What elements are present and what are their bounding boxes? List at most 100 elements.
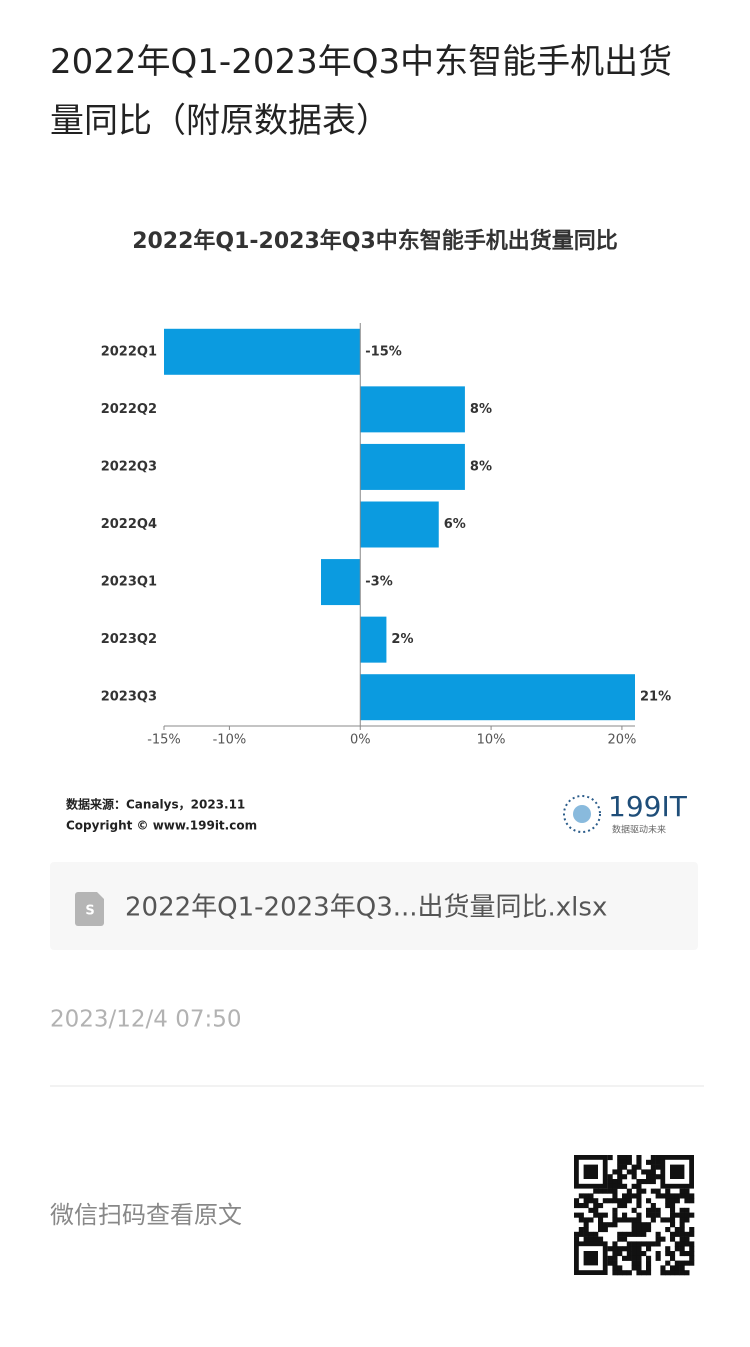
qr-module bbox=[593, 1231, 599, 1237]
qr-module bbox=[626, 1231, 632, 1237]
qr-module bbox=[674, 1193, 680, 1199]
qr-module bbox=[655, 1155, 661, 1161]
category-label: 2023Q3 bbox=[101, 690, 157, 705]
source: 数据来源：Canalys，2023.11 bbox=[66, 797, 245, 812]
qr-caption: 微信扫码查看原文 bbox=[50, 1201, 242, 1229]
qr-module bbox=[607, 1183, 613, 1189]
qr-module bbox=[689, 1255, 695, 1261]
qr-module bbox=[588, 1231, 594, 1237]
qr-module bbox=[641, 1270, 647, 1276]
qr-module bbox=[679, 1246, 685, 1252]
x-tick-label: 10% bbox=[477, 733, 506, 748]
qr-module bbox=[622, 1212, 628, 1218]
qr-module bbox=[655, 1174, 661, 1180]
qr-module bbox=[631, 1169, 637, 1175]
qr-module bbox=[617, 1217, 623, 1223]
qr-module bbox=[679, 1236, 685, 1242]
attachment-card[interactable] bbox=[50, 862, 698, 950]
bar bbox=[360, 501, 439, 548]
qr-module bbox=[622, 1231, 628, 1237]
qr-module bbox=[578, 1203, 584, 1209]
qr-module bbox=[689, 1193, 695, 1199]
qr-module bbox=[684, 1241, 690, 1247]
qr-module bbox=[674, 1212, 680, 1218]
x-tick-label: -10% bbox=[213, 733, 247, 748]
qr-module bbox=[578, 1212, 584, 1218]
qr-module bbox=[650, 1159, 656, 1165]
qr-module bbox=[583, 1193, 589, 1199]
x-tick-label: 20% bbox=[607, 733, 636, 748]
qr-module bbox=[636, 1222, 642, 1228]
timestamp: 2023/12/4 07:50 bbox=[50, 1007, 242, 1033]
qr-module bbox=[670, 1212, 676, 1218]
qr-module bbox=[646, 1260, 652, 1266]
qr-module bbox=[674, 1231, 680, 1237]
qr-module bbox=[612, 1212, 618, 1218]
qr-module bbox=[598, 1188, 604, 1194]
qr-module bbox=[626, 1241, 632, 1247]
qr-module bbox=[622, 1198, 628, 1204]
qr-module bbox=[598, 1217, 604, 1223]
qr-module bbox=[674, 1265, 680, 1271]
qr-code[interactable] bbox=[574, 1155, 695, 1276]
value-label: 8% bbox=[470, 459, 492, 474]
qr-module bbox=[617, 1174, 623, 1180]
qr-module bbox=[646, 1255, 652, 1261]
qr-finder bbox=[583, 1251, 598, 1266]
qr-module bbox=[631, 1246, 637, 1252]
qr-module bbox=[684, 1193, 690, 1199]
qr-module bbox=[602, 1227, 608, 1233]
qr-module bbox=[636, 1203, 642, 1209]
qr-module bbox=[631, 1241, 637, 1247]
qr-module bbox=[689, 1198, 695, 1204]
qr-module bbox=[607, 1198, 613, 1204]
qr-module bbox=[646, 1179, 652, 1185]
qr-module bbox=[631, 1222, 637, 1228]
qr-module bbox=[650, 1174, 656, 1180]
qr-module bbox=[679, 1217, 685, 1223]
qr-module bbox=[612, 1260, 618, 1266]
qr-module bbox=[578, 1227, 584, 1233]
qr-module bbox=[626, 1159, 632, 1165]
qr-module bbox=[679, 1231, 685, 1237]
qr-module bbox=[626, 1246, 632, 1252]
qr-module bbox=[612, 1217, 618, 1223]
qr-module bbox=[684, 1198, 690, 1204]
qr-module bbox=[679, 1260, 685, 1266]
qr-module bbox=[626, 1193, 632, 1199]
qr-module bbox=[670, 1231, 676, 1237]
qr-module bbox=[674, 1198, 680, 1204]
copyright: Copyright © www.199it.com bbox=[66, 819, 257, 833]
value-label: 2% bbox=[391, 632, 413, 647]
category-label: 2022Q4 bbox=[101, 517, 157, 532]
qr-module bbox=[660, 1236, 666, 1242]
qr-module bbox=[655, 1251, 661, 1257]
qr-module bbox=[612, 1193, 618, 1199]
qr-module bbox=[626, 1198, 632, 1204]
qr-module bbox=[636, 1231, 642, 1237]
bar bbox=[360, 616, 387, 663]
qr-module bbox=[670, 1270, 676, 1276]
qr-module bbox=[670, 1251, 676, 1257]
qr-module bbox=[684, 1212, 690, 1218]
qr-module bbox=[641, 1251, 647, 1257]
qr-module bbox=[607, 1155, 613, 1161]
qr-module bbox=[617, 1198, 623, 1204]
value-label: -15% bbox=[365, 344, 402, 359]
qr-module bbox=[636, 1155, 642, 1161]
qr-module bbox=[607, 1246, 613, 1252]
qr-module bbox=[617, 1169, 623, 1175]
qr-module bbox=[646, 1265, 652, 1271]
attachment-name[interactable]: 2022年Q1-2023年Q3...出货量同比.xlsx bbox=[125, 893, 607, 923]
qr-module bbox=[650, 1179, 656, 1185]
qr-module bbox=[636, 1198, 642, 1204]
qr-module bbox=[612, 1198, 618, 1204]
qr-module bbox=[650, 1188, 656, 1194]
qr-module bbox=[641, 1169, 647, 1175]
qr-module bbox=[574, 1212, 580, 1218]
qr-module bbox=[622, 1203, 628, 1209]
qr-module bbox=[641, 1231, 647, 1237]
qr-module bbox=[636, 1246, 642, 1252]
category-label: 2022Q3 bbox=[101, 459, 157, 474]
qr-module bbox=[674, 1246, 680, 1252]
